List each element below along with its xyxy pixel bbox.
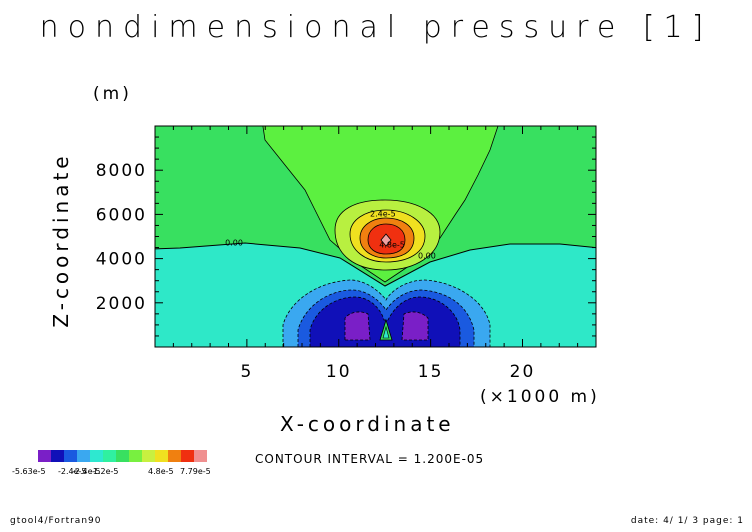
colorbar-swatch (51, 450, 64, 462)
colorbar-label: -5.63e-5 (12, 467, 46, 476)
contour-interval: CONTOUR INTERVAL = 1.200E-05 (255, 452, 485, 466)
contour-center-2 (382, 325, 390, 339)
x-tick-label: 15 (418, 362, 444, 382)
y-tick-label: 4000 (96, 250, 147, 270)
colorbar-swatch (64, 450, 77, 462)
y-axis-unit: (m) (93, 84, 132, 104)
x-axis-unit: (×1000 m) (480, 387, 600, 407)
contour-label: 0.00 (225, 238, 243, 247)
colorbar-swatch (181, 450, 194, 462)
contour-neg-4 (344, 311, 371, 341)
contour-neg-5 (401, 311, 429, 341)
colorbar-swatch (103, 450, 116, 462)
y-tick-label: 8000 (96, 161, 147, 181)
footer-left: gtool4/Fortran90 (10, 516, 102, 526)
colorbar-label: -2.4e-5 (58, 467, 87, 476)
colorbar-swatch (38, 450, 51, 462)
contour-fill (155, 126, 596, 347)
x-axis-label: X-coordinate (280, 412, 455, 436)
colorbar-swatch (155, 450, 168, 462)
contour-label: 2.4e-5 (370, 210, 396, 219)
colorbar-swatch (129, 450, 142, 462)
y-tick-label: 6000 (96, 205, 147, 225)
contour-label: 0.00 (418, 252, 436, 261)
contour-label: 4.8e-5 (379, 241, 405, 250)
colorbar-swatch (168, 450, 181, 462)
contour-peak (380, 233, 392, 247)
x-tick-label: 10 (326, 362, 352, 382)
colorbar-swatch (194, 450, 207, 462)
x-tick-label: 20 (510, 362, 536, 382)
contour-labels: 2.4e-5 4.8e-5 0.00 0.00 (225, 210, 436, 261)
colorbar-swatch (116, 450, 129, 462)
colorbar-swatch (77, 450, 90, 462)
y-tick-label: 2000 (96, 294, 147, 314)
colorbar-label: -1.2e-5 (90, 467, 119, 476)
x-tick-label: 5 (240, 362, 253, 382)
chart-title: nondimensional pressure [1] (39, 10, 713, 45)
colorbar-label: 7.79e-5 (180, 467, 211, 476)
footer-right: date: 4/ 1/ 3 page: 1 (630, 516, 744, 526)
colorbar-label: -2.4e-5 (72, 467, 101, 476)
colorbar-label: 4.8e-5 (148, 467, 174, 476)
colorbar-swatch (142, 450, 155, 462)
colorbar: -5.63e-5 -2.4e-5-2.4e-5-1.2e-5 4.8e-5 7.79e… (12, 450, 211, 476)
colorbar-swatch (90, 450, 103, 462)
axis-ticks (155, 126, 596, 347)
axis-tick-labels: 5 10 15 20 2000 4000 6000 8000 (96, 161, 536, 382)
